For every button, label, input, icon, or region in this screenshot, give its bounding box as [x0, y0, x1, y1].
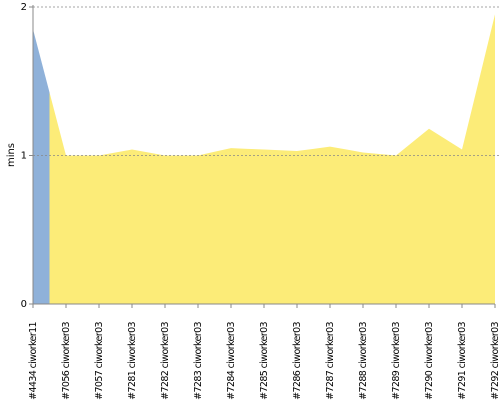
y-axis-label: mins [6, 143, 17, 167]
y-tick-label: 2 [21, 2, 27, 13]
area-segment [445, 81, 479, 305]
area-segment [478, 14, 495, 305]
x-tick-label: #7292 ciworker03 [490, 321, 500, 399]
x-tick-label: #7281 ciworker03 [127, 321, 138, 399]
areas [33, 14, 495, 305]
area-segment [280, 148, 314, 304]
area-segment [82, 152, 116, 304]
area-segment [33, 29, 50, 305]
area-segment [214, 148, 248, 304]
area-segment [181, 151, 215, 304]
x-tick-label: #7057 ciworker03 [94, 321, 105, 399]
area-segment [115, 149, 149, 304]
area-segment [346, 149, 380, 304]
x-tick-label: #7284 ciworker03 [226, 321, 237, 399]
x-tick-label: #7287 ciworker03 [325, 321, 336, 399]
x-tick-label: #7289 ciworker03 [391, 321, 402, 399]
area-segment [49, 92, 83, 304]
x-tick-label: #7288 ciworker03 [358, 321, 369, 399]
x-tick-label: #7286 ciworker03 [292, 321, 303, 399]
y-tick-label: 0 [21, 299, 27, 310]
area-segment [148, 152, 182, 304]
x-tick-label: #4434 ciworker11 [28, 321, 39, 399]
x-tick-label: #7290 ciworker03 [424, 321, 435, 399]
x-tick-label: #7056 ciworker03 [61, 321, 72, 399]
area-segment [247, 148, 281, 304]
x-tick-label: #7291 ciworker03 [457, 321, 468, 399]
x-tick-label: #7282 ciworker03 [160, 321, 171, 399]
x-tick-label: #7283 ciworker03 [193, 321, 204, 399]
area-segment [412, 128, 446, 304]
x-tick-label: #7285 ciworker03 [259, 321, 270, 399]
area-segment [313, 146, 347, 304]
y-tick-label: 1 [21, 151, 27, 162]
area-segment [379, 142, 413, 304]
